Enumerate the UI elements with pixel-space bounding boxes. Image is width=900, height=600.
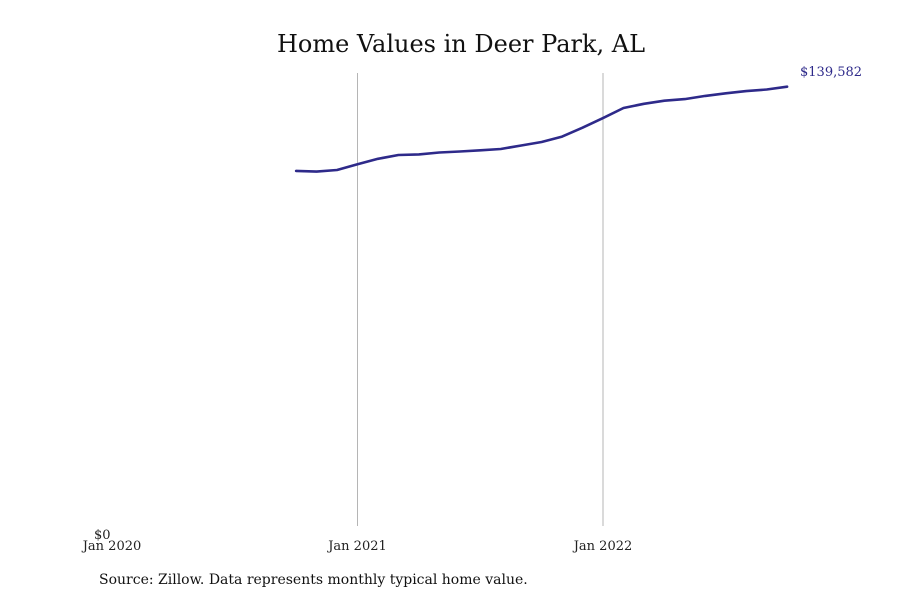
x-axis-ticks: Jan 2020 Jan 2021 Jan 2022 (81, 539, 633, 554)
x-tick-label: Jan 2020 (81, 539, 142, 554)
x-tick-label: Jan 2022 (572, 539, 633, 554)
source-note: Source: Zillow. Data represents monthly … (99, 572, 528, 588)
x-tick-label: Jan 2021 (326, 539, 387, 554)
y-tick-label: $0 (94, 528, 111, 543)
chart-title: Home Values in Deer Park, AL (277, 30, 645, 58)
series-end-label: $139,582 (800, 65, 862, 80)
y-axis-ticks: $0 (94, 528, 111, 543)
series-layer (294, 85, 789, 173)
series-line-0 (294, 85, 789, 173)
gridlines (357, 73, 604, 526)
